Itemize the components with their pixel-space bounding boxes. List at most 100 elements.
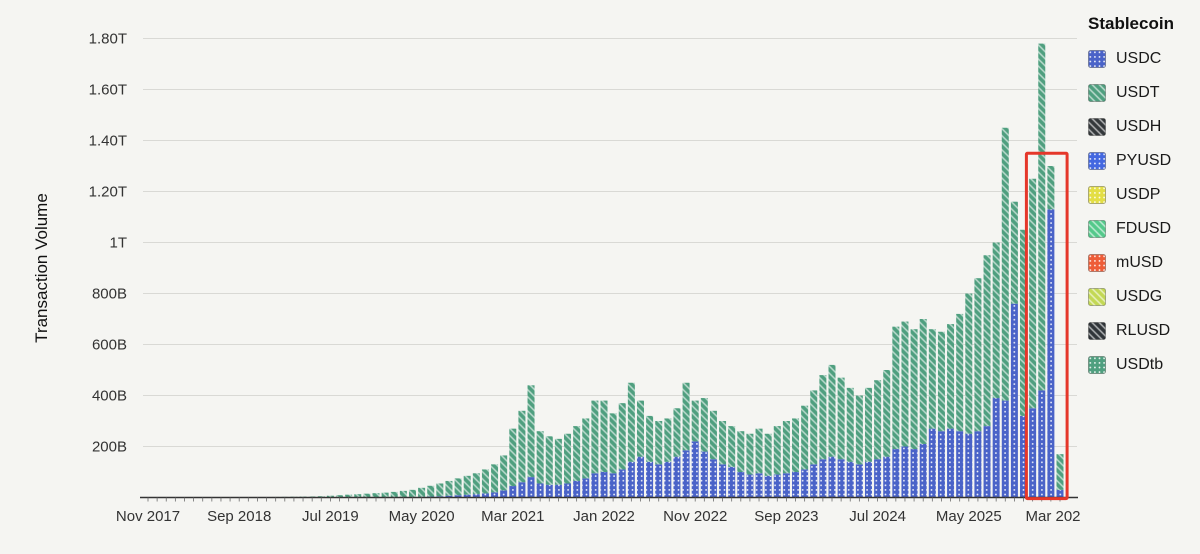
usdc-bar bbox=[664, 461, 672, 498]
usdt-bar bbox=[664, 418, 672, 462]
usdt-bar bbox=[764, 433, 772, 476]
usdc-bar bbox=[609, 473, 617, 498]
legend-item-usdt[interactable]: USDT bbox=[1088, 84, 1198, 102]
usdc-bar bbox=[600, 472, 608, 498]
x-tick-label: Sep 2023 bbox=[754, 508, 818, 525]
usdc-bar bbox=[582, 478, 590, 498]
usdt-bar bbox=[673, 408, 681, 457]
legend-item-usdtb[interactable]: USDtb bbox=[1088, 356, 1198, 374]
legend-swatch-usdg-icon bbox=[1088, 288, 1106, 306]
y-tick-labels: 200B 400B 600B 800B 1T 1.20T 1.40T 1.60T 1.80T bbox=[89, 31, 127, 456]
usdt-bar bbox=[463, 475, 471, 495]
legend-swatch-usdc-icon bbox=[1088, 50, 1106, 68]
usdt-bar bbox=[518, 410, 526, 483]
usdc-bar bbox=[819, 459, 827, 498]
usdt-bar bbox=[627, 382, 635, 462]
usdc-bar bbox=[755, 473, 763, 498]
usdt-bar bbox=[1010, 201, 1018, 304]
usdc-bar bbox=[746, 474, 754, 498]
usdt-bar bbox=[983, 255, 991, 427]
usdt-bar bbox=[655, 421, 663, 465]
usdc-bar bbox=[792, 472, 800, 498]
usdc-bar bbox=[864, 461, 872, 498]
usdc-bar bbox=[965, 433, 973, 498]
usdc-bar bbox=[992, 398, 1000, 498]
y-tick-label: 1.80T bbox=[89, 31, 127, 48]
x-tick-label: Jul 2024 bbox=[849, 508, 906, 525]
usdc-bar bbox=[937, 431, 945, 498]
usdt-bar bbox=[965, 293, 973, 434]
usdc-bar bbox=[691, 441, 699, 498]
usdt-bar bbox=[755, 428, 763, 474]
usdt-bar bbox=[345, 494, 353, 498]
usdt-bar bbox=[573, 426, 581, 481]
usdt-bar bbox=[390, 491, 398, 498]
legend-label: USDP bbox=[1116, 186, 1161, 203]
usdt-bar bbox=[801, 405, 809, 470]
usdc-bar bbox=[1056, 489, 1064, 498]
usdt-bar bbox=[536, 431, 544, 484]
usdc-bar bbox=[974, 431, 982, 498]
usdc-bar bbox=[636, 456, 644, 498]
legend-label: USDC bbox=[1116, 50, 1162, 67]
legend-item-rlusd[interactable]: RLUSD bbox=[1088, 322, 1198, 340]
x-tick-label: May 2020 bbox=[389, 508, 455, 525]
usdc-bar bbox=[883, 456, 891, 498]
legend-item-usdp[interactable]: USDP bbox=[1088, 186, 1198, 204]
legend-swatch-usdt-icon bbox=[1088, 84, 1106, 102]
usdc-bar bbox=[910, 449, 918, 498]
legend-label: USDG bbox=[1116, 288, 1163, 305]
legend-item-pyusd[interactable]: PYUSD bbox=[1088, 152, 1198, 170]
legend-item-musd[interactable]: mUSD bbox=[1088, 254, 1198, 272]
legend-swatch-rlusd-icon bbox=[1088, 322, 1106, 340]
usdt-bar bbox=[509, 428, 517, 487]
usdc-bar bbox=[445, 495, 453, 498]
usdc-bar bbox=[1047, 209, 1055, 498]
usdt-bar bbox=[746, 433, 754, 475]
usdc-bar bbox=[801, 469, 809, 498]
usdc-bar bbox=[1020, 415, 1028, 498]
usdc-bar bbox=[837, 459, 845, 498]
y-axis-title: Transaction Volume bbox=[32, 193, 51, 343]
x-tick-label: Jan 2022 bbox=[573, 508, 635, 525]
usdc-bar bbox=[709, 459, 717, 498]
legend-item-fdusd[interactable]: FDUSD bbox=[1088, 220, 1198, 238]
usdt-bar bbox=[427, 485, 435, 497]
usdc-bar bbox=[454, 495, 462, 498]
legend-items: USDC USDT USDH PYUSD USDP FDUSD mUSD USDG RLUSD U… bbox=[1088, 50, 1198, 374]
usdt-bar bbox=[491, 464, 499, 493]
x-tick-label: Mar 202 bbox=[1025, 508, 1080, 525]
usdt-bar bbox=[937, 331, 945, 432]
usdt-bar bbox=[481, 469, 489, 494]
legend-label: PYUSD bbox=[1116, 152, 1172, 169]
usdc-bar bbox=[1038, 390, 1046, 498]
y-tick-label: 1.40T bbox=[89, 133, 127, 150]
usdt-bar bbox=[582, 418, 590, 479]
x-axis bbox=[140, 496, 1078, 502]
usdc-bar bbox=[646, 461, 654, 498]
legend-swatch-pyusd-icon bbox=[1088, 152, 1106, 170]
usdt-bar bbox=[354, 494, 362, 498]
usdc-bar bbox=[773, 474, 781, 498]
legend-item-usdg[interactable]: USDG bbox=[1088, 288, 1198, 306]
usdt-bar bbox=[928, 329, 936, 429]
usdc-bar bbox=[892, 449, 900, 498]
usdc-bar bbox=[564, 483, 572, 498]
usdt-bar bbox=[974, 278, 982, 432]
usdt-bar bbox=[436, 483, 444, 497]
usdc-bar bbox=[947, 428, 955, 498]
usdc-bar bbox=[463, 494, 471, 498]
usdc-bar bbox=[782, 473, 790, 498]
usdc-bar bbox=[764, 475, 772, 498]
legend-item-usdc[interactable]: USDC bbox=[1088, 50, 1198, 68]
usdt-bar bbox=[381, 492, 389, 498]
usdt-bar bbox=[883, 370, 891, 457]
usdc-bar bbox=[682, 450, 690, 498]
usdt-bar bbox=[527, 385, 535, 478]
x-tick-label: Jul 2019 bbox=[302, 508, 359, 525]
usdt-bar bbox=[773, 426, 781, 475]
legend-label: FDUSD bbox=[1116, 220, 1172, 237]
x-tick-label: Sep 2018 bbox=[207, 508, 271, 525]
legend-item-usdh[interactable]: USDH bbox=[1088, 118, 1198, 136]
usdt-bar bbox=[828, 364, 836, 457]
